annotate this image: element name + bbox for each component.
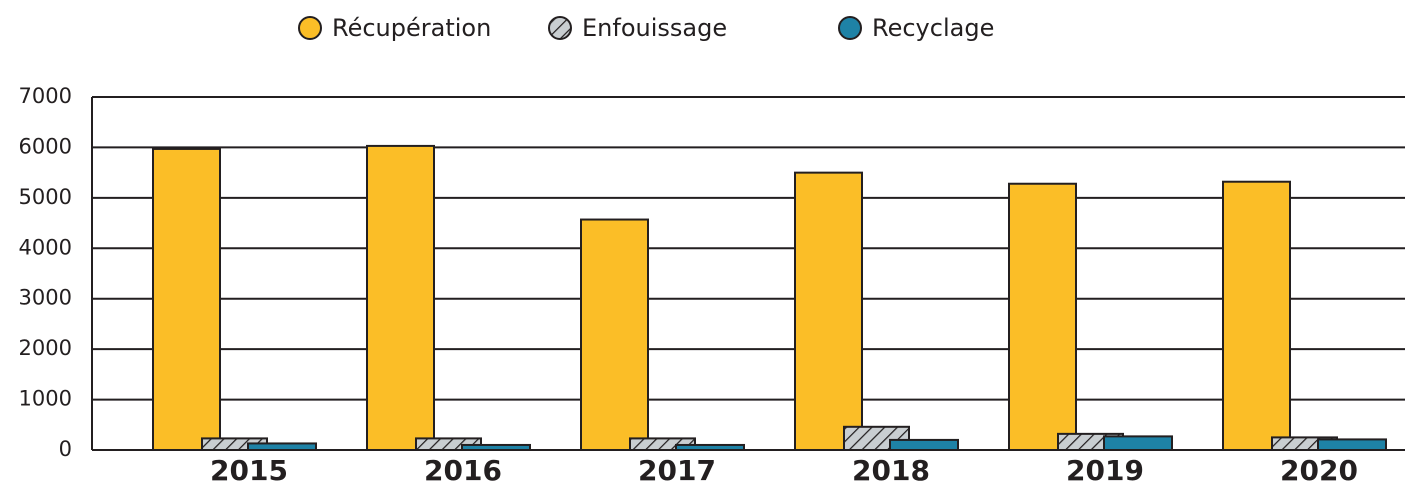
y-tick-label: 4000 xyxy=(19,235,72,259)
y-tick-label: 1000 xyxy=(19,387,72,411)
y-tick-label: 6000 xyxy=(19,134,72,158)
bar xyxy=(247,442,317,451)
y-tick-label: 2000 xyxy=(19,336,72,360)
bar xyxy=(675,443,745,452)
bar xyxy=(152,147,221,451)
y-tick-label: 7000 xyxy=(19,84,72,108)
bar xyxy=(889,438,959,451)
legend-swatch xyxy=(548,16,572,40)
x-tick-label: 2017 xyxy=(638,454,716,487)
y-tick-label: 3000 xyxy=(19,286,72,310)
bar xyxy=(1008,182,1077,451)
bar xyxy=(1103,435,1173,451)
x-tick-label: 2015 xyxy=(210,454,288,487)
bar xyxy=(461,443,531,452)
bar xyxy=(794,171,863,451)
legend-label: Recyclage xyxy=(872,14,994,42)
y-tick-label: 0 xyxy=(59,437,72,461)
bar xyxy=(580,218,649,451)
x-tick-label: 2018 xyxy=(852,454,930,487)
legend-label: Enfouissage xyxy=(582,14,727,42)
legend-swatch xyxy=(298,16,322,40)
x-tick-label: 2016 xyxy=(424,454,502,487)
legend-label: Récupération xyxy=(332,14,491,42)
legend-swatch xyxy=(838,16,862,40)
x-tick-label: 2020 xyxy=(1280,454,1358,487)
bar xyxy=(366,144,435,451)
x-tick-label: 2019 xyxy=(1066,454,1144,487)
y-tick-label: 5000 xyxy=(19,185,72,209)
bar xyxy=(1222,180,1291,451)
bar xyxy=(1317,438,1387,452)
